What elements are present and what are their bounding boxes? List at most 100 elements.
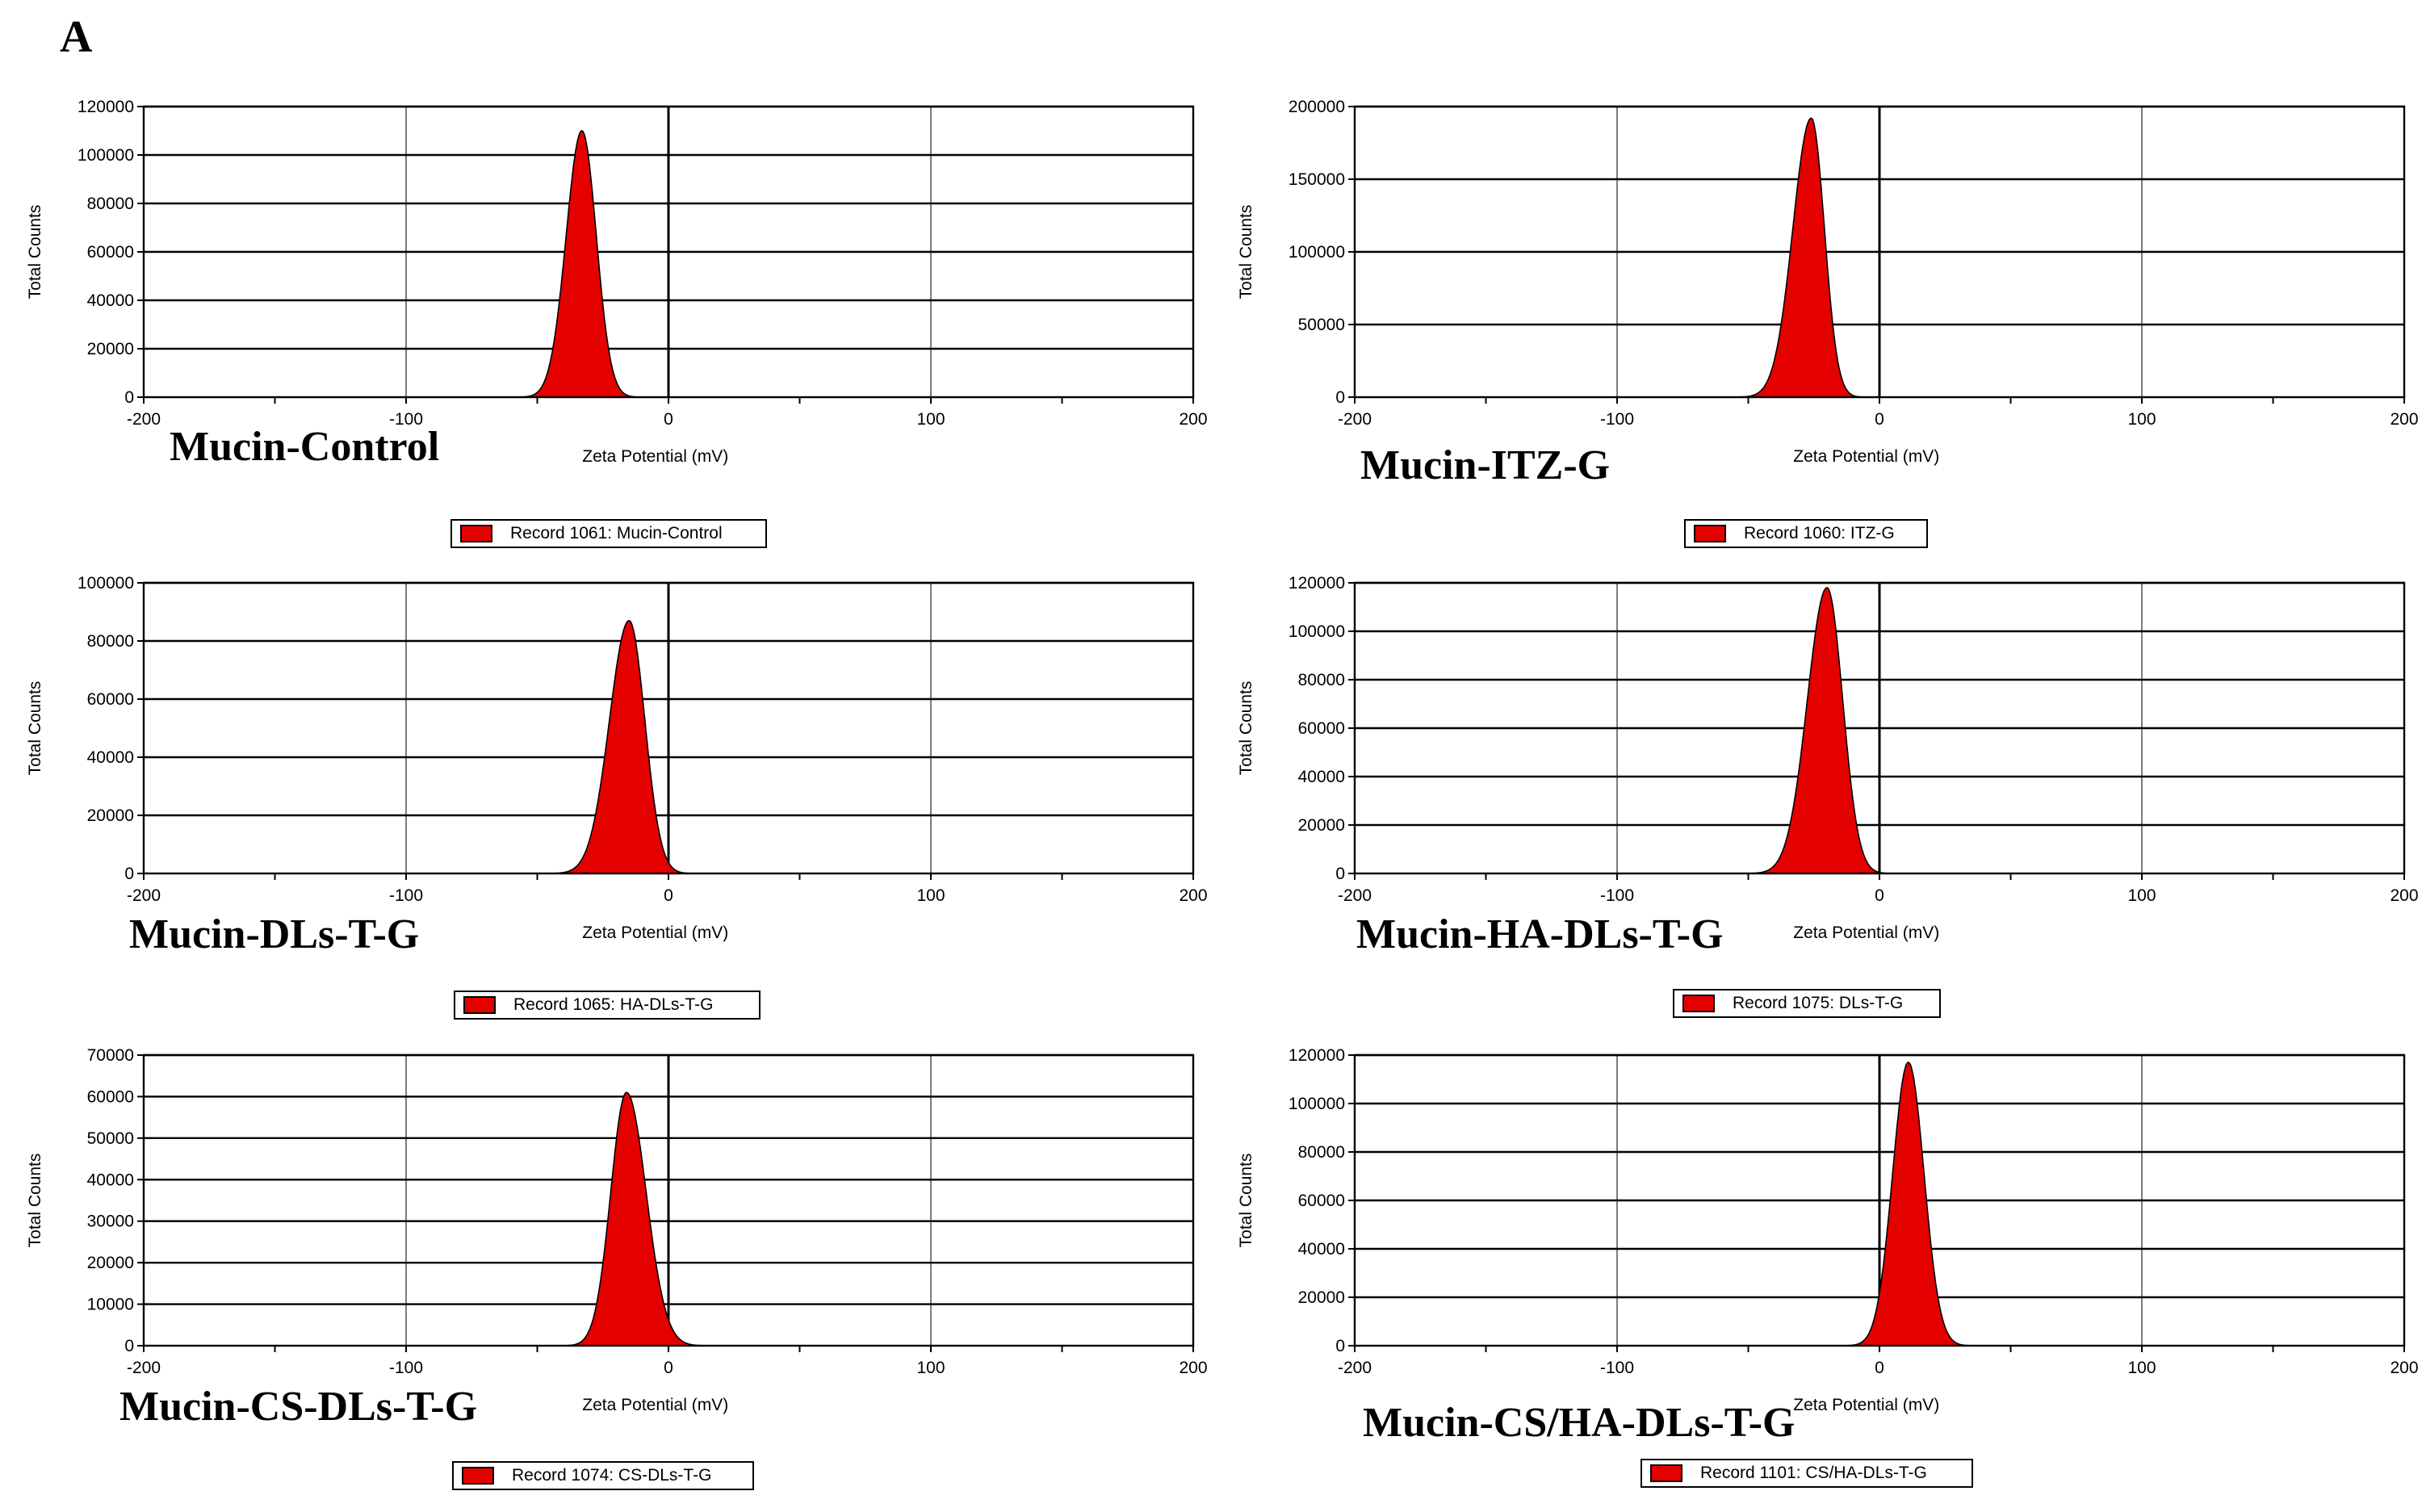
sample-title: Mucin-CS-DLs-T-G [119, 1384, 478, 1430]
distribution-peak [1747, 587, 1891, 874]
x-tick-label: -100 [389, 410, 423, 429]
y-tick-label: 100000 [1289, 1095, 1345, 1113]
x-axis-label: Zeta Potential (mV) [1793, 1396, 1939, 1414]
y-tick-label: 60000 [1298, 1192, 1345, 1210]
x-tick-label: 0 [1875, 1359, 1884, 1377]
legend-label: Record 1060: ITZ-G [1744, 524, 1895, 542]
x-tick-label: 100 [2127, 886, 2156, 905]
y-tick-label: 70000 [87, 1046, 134, 1065]
legend-label: Record 1075: DLs-T-G [1733, 994, 1904, 1012]
y-tick-label: 120000 [1289, 574, 1345, 593]
legend-swatch [463, 996, 496, 1014]
x-tick-label: 100 [2127, 410, 2156, 429]
x-tick-label: 0 [1875, 410, 1884, 429]
y-tick-label: 0 [1335, 1337, 1345, 1355]
legend: Record 1061: Mucin-Control [450, 519, 767, 548]
y-tick-label: 20000 [87, 806, 134, 825]
legend-swatch [1682, 995, 1715, 1012]
y-tick-label: 80000 [1298, 671, 1345, 689]
legend-swatch [462, 1467, 494, 1485]
x-tick-label: -100 [1600, 1359, 1634, 1377]
y-tick-label: 40000 [87, 748, 134, 767]
y-tick-label: 80000 [87, 632, 134, 651]
chart-mucin-cs-dls-t-g: 0 10000 20000 30000 40000 50000 60000 70000 -200… [26, 1046, 1208, 1414]
chart-panel-mucin-cs-dls-t-g: 0 10000 20000 30000 40000 50000 60000 70000 -200… [0, 1037, 1211, 1506]
legend-label: Record 1065: HA-DLs-T-G [513, 995, 714, 1014]
y-tick-label: 60000 [87, 243, 134, 262]
legend: Record 1101: CS/HA-DLs-T-G [1641, 1459, 1973, 1488]
legend: Record 1074: CS-DLs-T-G [452, 1461, 754, 1490]
y-tick-label: 60000 [87, 1087, 134, 1106]
legend: Record 1060: ITZ-G [1684, 519, 1928, 548]
x-tick-label: 0 [664, 410, 673, 429]
y-tick-label: 120000 [78, 98, 134, 116]
chart-mucin-cs-ha-dls-t-g: 0 20000 40000 60000 80000 100000 120000 -200 -10… [1237, 1046, 2419, 1414]
y-tick-label: 0 [124, 1337, 134, 1355]
legend-swatch [1694, 525, 1726, 542]
x-tick-label: -100 [1600, 410, 1634, 429]
chart-mucin-itz-g: 0 50000 100000 150000 200000 -200 -100 0 100 200 Z… [1237, 98, 2419, 466]
x-tick-label: 200 [1179, 410, 1207, 429]
x-axis-label: Zeta Potential (mV) [582, 924, 728, 942]
legend: Record 1065: HA-DLs-T-G [454, 991, 761, 1020]
chart-mucin-control: 0 20000 40000 60000 80000 100000 120000 -200 -10… [26, 98, 1208, 466]
y-axis-label: Total Counts [1237, 205, 1255, 299]
distribution-peak [1845, 1062, 1972, 1347]
x-tick-label: -200 [1338, 1359, 1372, 1377]
y-tick-label: 200000 [1289, 98, 1345, 116]
legend: Record 1075: DLs-T-G [1673, 989, 1941, 1018]
chart-panel-mucin-ha-dls-t-g: 0 20000 40000 60000 80000 100000 120000 -200 -10… [1211, 565, 2422, 1025]
x-tick-label: -200 [127, 410, 161, 429]
y-axis-label: Total Counts [26, 205, 44, 299]
y-tick-label: 150000 [1289, 170, 1345, 189]
x-tick-label: -200 [127, 1359, 161, 1377]
distribution-peak [518, 130, 641, 398]
y-tick-label: 20000 [87, 1254, 134, 1272]
x-tick-label: 200 [2390, 886, 2418, 905]
y-tick-label: 80000 [87, 195, 134, 213]
y-tick-label: 100000 [1289, 622, 1345, 641]
y-tick-label: 40000 [1298, 768, 1345, 786]
distribution-peak [563, 1091, 706, 1347]
x-tick-label: 0 [1875, 886, 1884, 905]
x-tick-label: -100 [1600, 886, 1634, 905]
panel-label: A [60, 12, 93, 62]
legend-label: Record 1101: CS/HA-DLs-T-G [1700, 1464, 1927, 1482]
chart-panel-mucin-itz-g: 0 50000 100000 150000 200000 -200 -100 0 100 200 Z… [1211, 89, 2422, 557]
x-tick-label: -200 [127, 886, 161, 905]
x-tick-label: 0 [664, 1359, 673, 1377]
legend-label: Record 1074: CS-DLs-T-G [512, 1466, 712, 1485]
y-tick-label: 0 [1335, 865, 1345, 883]
y-tick-label: 100000 [1289, 243, 1345, 262]
x-axis-label: Zeta Potential (mV) [1793, 924, 1939, 942]
chart-panel-mucin-cs-ha-dls-t-g: 0 20000 40000 60000 80000 100000 120000 -200 -10… [1211, 1037, 2422, 1506]
sample-title: Mucin-DLs-T-G [129, 911, 420, 957]
x-axis-label: Zeta Potential (mV) [582, 447, 728, 466]
x-axis-label: Zeta Potential (mV) [1793, 447, 1939, 466]
y-tick-label: 100000 [78, 146, 134, 165]
legend-swatch [1650, 1464, 1682, 1482]
x-tick-label: 100 [916, 886, 945, 905]
y-axis-label: Total Counts [1237, 681, 1255, 776]
y-tick-label: 20000 [1298, 1288, 1345, 1307]
y-tick-label: 20000 [1298, 816, 1345, 835]
distribution-peak [550, 619, 693, 874]
y-tick-label: 10000 [87, 1296, 134, 1314]
y-tick-label: 60000 [87, 690, 134, 709]
sample-title: Mucin-ITZ-G [1360, 442, 1611, 488]
y-tick-label: 40000 [87, 291, 134, 310]
y-tick-label: 40000 [87, 1171, 134, 1189]
y-tick-label: 80000 [1298, 1143, 1345, 1162]
chart-mucin-dls-t-g: 0 20000 40000 60000 80000 100000 -200 -100 0 100 2… [26, 574, 1208, 942]
x-tick-label: 200 [2390, 410, 2418, 429]
x-tick-label: 100 [2127, 1359, 2156, 1377]
sample-title: Mucin-CS/HA-DLs-T-G [1363, 1400, 1796, 1446]
y-tick-label: 20000 [87, 340, 134, 358]
y-tick-label: 30000 [87, 1213, 134, 1231]
chart-panel-mucin-dls-t-g: 0 20000 40000 60000 80000 100000 -200 -100 0 100 2… [0, 565, 1211, 1025]
y-tick-label: 50000 [87, 1129, 134, 1148]
x-tick-label: 0 [664, 886, 673, 905]
x-tick-label: 200 [1179, 1359, 1207, 1377]
x-tick-label: 100 [916, 1359, 945, 1377]
